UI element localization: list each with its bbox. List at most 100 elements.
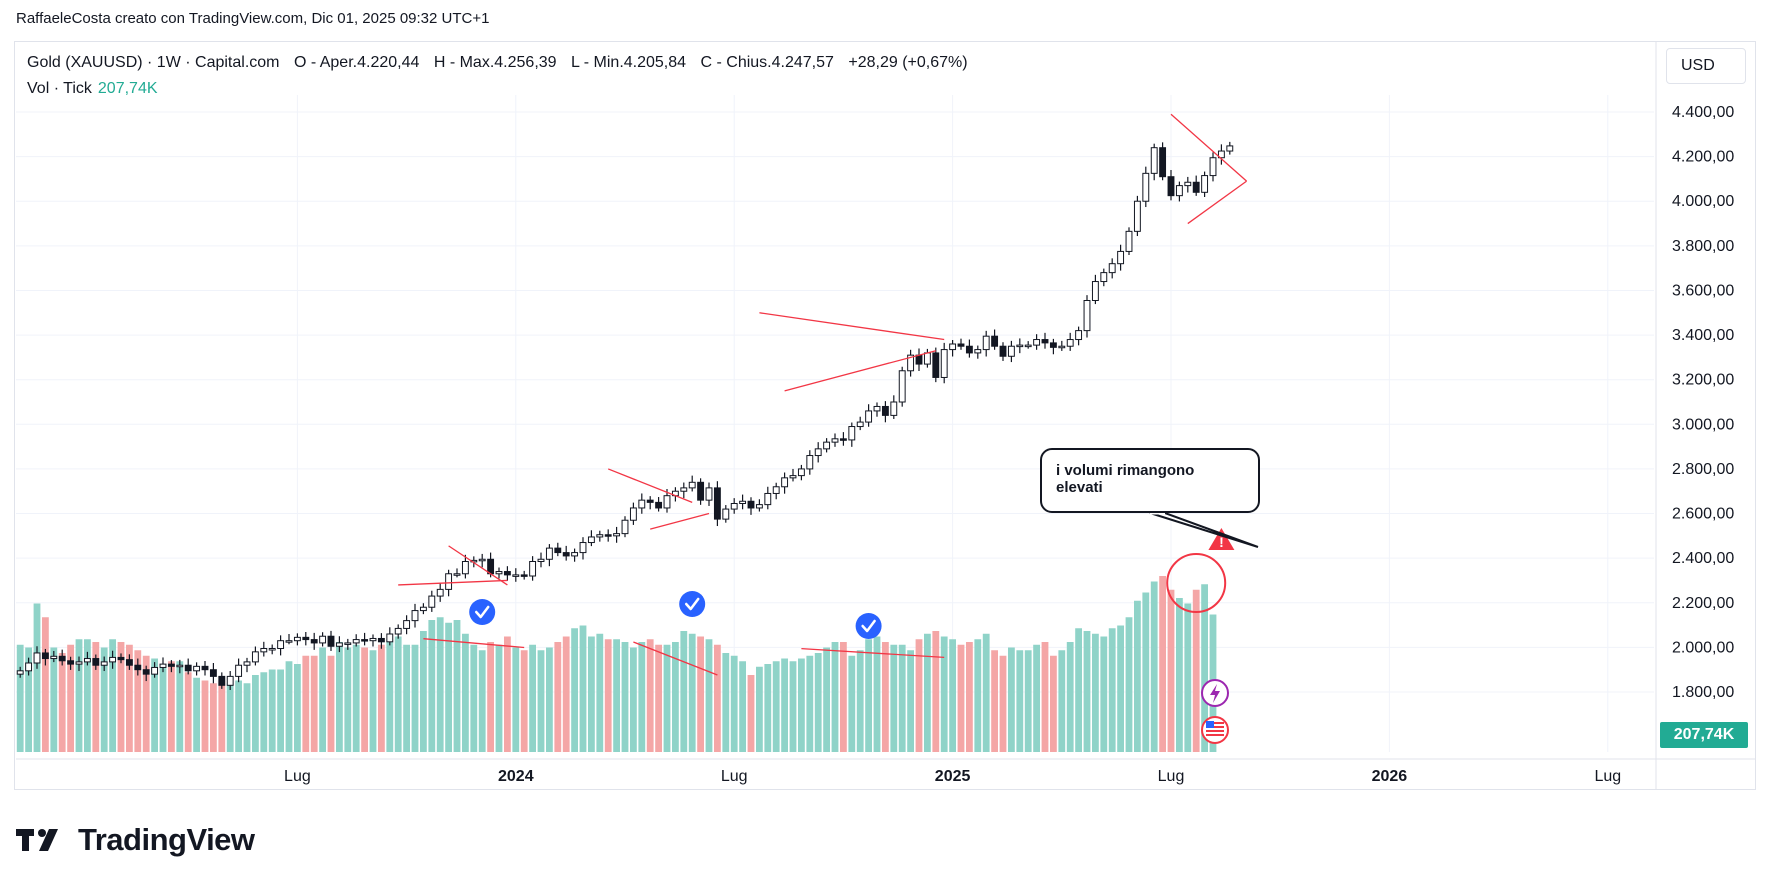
candle-body <box>487 558 495 575</box>
price-tick-label: 3.400,00 <box>1672 327 1734 344</box>
volume-bar <box>260 672 268 752</box>
price-tick-label: 3.600,00 <box>1672 282 1734 299</box>
candle-body <box>377 637 385 643</box>
candle-body <box>512 574 520 577</box>
volume-bar <box>411 644 419 752</box>
time-axis: Lug 2024 Lug 2025 Lug 2026 Lug <box>284 768 1621 785</box>
volume-bar <box>907 650 914 752</box>
check-badge-icon <box>469 599 496 625</box>
volume-bar <box>226 683 234 752</box>
flag-stripe <box>1206 734 1224 736</box>
volume-bar <box>310 655 318 752</box>
volume-bar <box>856 650 864 752</box>
volume-bar <box>142 655 150 752</box>
time-tick-label: Lug <box>1158 768 1185 785</box>
candle-body <box>579 542 587 554</box>
volume-bar <box>957 644 965 752</box>
candle-body <box>428 595 436 608</box>
pattern-trendline <box>1187 180 1247 225</box>
candle-body <box>814 448 822 457</box>
candle-body <box>445 573 453 590</box>
candle-body <box>806 455 814 470</box>
volume-bar <box>554 642 562 752</box>
price-tick-label: 4.400,00 <box>1672 104 1734 121</box>
annotation-callout[interactable]: i volumi rimangono elevati <box>1040 448 1260 513</box>
candle-body <box>1041 339 1049 344</box>
candle-body <box>789 475 797 479</box>
candle-body <box>537 558 545 562</box>
volume-bar <box>151 658 158 752</box>
candle-body <box>839 438 847 441</box>
chart-credit: RaffaeleCosta creato con TradingView.com… <box>16 10 490 27</box>
volume-bar <box>982 633 990 752</box>
candle-body <box>1083 300 1091 332</box>
candle-body <box>1024 344 1032 348</box>
candle-body <box>999 345 1007 357</box>
volume-bar <box>344 647 352 752</box>
volume-price-tag: 207,74K <box>1660 722 1748 748</box>
price-axis: 4.400,00 4.200,00 4.000,00 3.800,00 3.600,00… <box>1672 104 1734 701</box>
candle-body <box>268 648 276 651</box>
candle-body <box>1108 263 1116 274</box>
candle-body <box>226 675 234 686</box>
volume-bar <box>319 647 326 752</box>
volume-bar <box>697 636 704 752</box>
candle-body <box>1184 181 1192 187</box>
pattern-trendline <box>448 545 508 586</box>
tradingview-logo-icon <box>16 829 58 851</box>
volume-bar <box>940 636 948 752</box>
low-value: 4.205,84 <box>623 54 687 71</box>
volume-bar <box>109 639 116 752</box>
candle-body <box>503 571 511 576</box>
candle-body <box>1075 330 1083 341</box>
price-tick-label: 3.000,00 <box>1672 416 1734 433</box>
candle-body <box>646 499 654 503</box>
high-label: H - Max. <box>433 54 495 71</box>
candle-body <box>1159 147 1167 178</box>
candle-body <box>529 561 537 577</box>
currency-button[interactable]: USD <box>1666 48 1746 84</box>
candle-body <box>823 441 831 450</box>
candle-body <box>848 426 856 441</box>
candle-body <box>781 477 789 488</box>
volume-bar <box>646 639 654 752</box>
tradingview-logo[interactable]: TradingView <box>16 822 255 858</box>
candle-body <box>974 349 982 354</box>
volume-label[interactable]: Vol · Tick <box>27 80 92 97</box>
candle-body <box>1175 185 1183 197</box>
candle-body <box>923 352 931 365</box>
volume-bar <box>1176 598 1183 752</box>
volume-bar <box>302 655 310 752</box>
high-value: 4.256,39 <box>494 54 557 71</box>
symbol-label[interactable]: Gold (XAUUSD) · 1W · Capital.com <box>27 54 280 71</box>
price-tick-label: 3.200,00 <box>1672 372 1734 389</box>
candle-body <box>41 652 49 660</box>
volume-bar <box>747 675 755 752</box>
candle-body <box>125 659 133 666</box>
candle-body <box>33 652 41 664</box>
volume-bar <box>84 639 91 752</box>
candle-body <box>277 640 285 650</box>
candle-body <box>982 335 990 351</box>
candle-body <box>655 501 663 509</box>
volume-bar <box>75 639 83 752</box>
volume-bar <box>714 644 721 752</box>
volume-bar <box>537 650 545 752</box>
check-badge-icon <box>679 591 706 617</box>
candle-body <box>58 655 66 662</box>
candle-body <box>218 675 226 686</box>
candle-body <box>344 642 352 645</box>
volume-bar <box>445 622 452 752</box>
volume-bar <box>218 680 226 752</box>
volume-bar <box>420 631 427 752</box>
close-value: 4.247,57 <box>771 54 834 71</box>
volume-bar <box>1167 589 1175 752</box>
volume-bar <box>268 669 276 752</box>
candle-body <box>327 635 335 647</box>
volume-trendline <box>801 647 945 659</box>
candle-body <box>243 661 251 666</box>
volume-bar <box>898 644 906 752</box>
open-value: 4.220,44 <box>357 54 420 71</box>
candle-body <box>285 640 293 643</box>
